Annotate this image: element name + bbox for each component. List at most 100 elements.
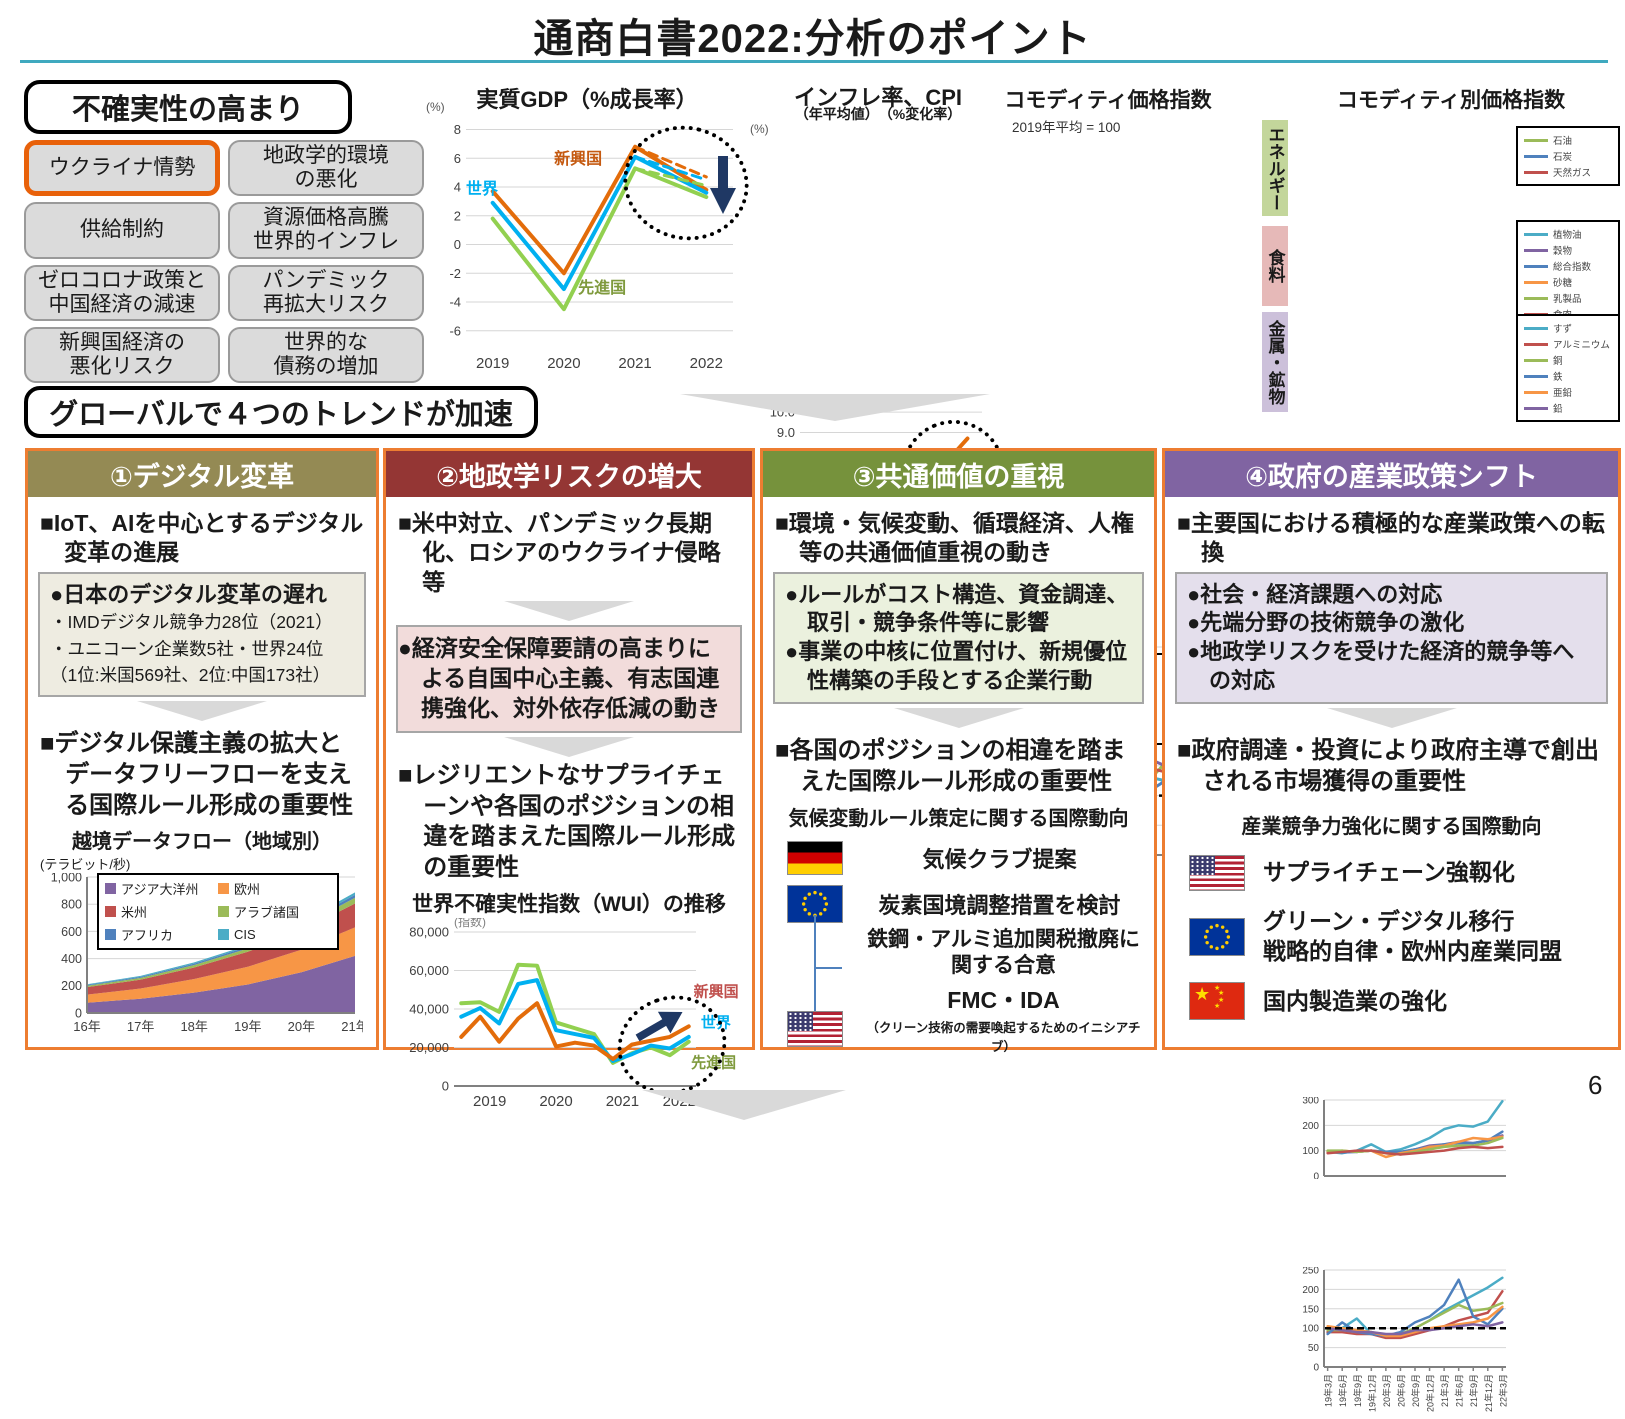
legend-label: 鉛 (1553, 404, 1563, 415)
svg-text:80,000: 80,000 (409, 924, 449, 939)
svg-text:2020: 2020 (547, 355, 580, 372)
legend-swatch (218, 929, 229, 941)
col3-item3-note: （クリーン技術の需要喚起するためのイニシアチブ） (866, 1021, 1141, 1055)
legend-label: アフリカ (121, 928, 174, 944)
gdp-chart-unit: (%) (426, 100, 445, 114)
uncertainty-item: 供給制約 (24, 202, 220, 259)
gdp-chart-title: 実質GDP（%成長率） (476, 87, 698, 112)
dataflow-legend: アジア大洋州 欧州 米州 アラブ諸国 アフリカ CIS (97, 873, 339, 951)
china-flag-icon: ★ ★ ★ ★ ★ (1189, 982, 1245, 1021)
column4-header: ④政府の産業政策シフト (1165, 451, 1618, 497)
uncertainty-item-highlighted: ウクライナ情勢 (24, 140, 220, 197)
svg-text:19年6月: 19年6月 (1337, 1374, 1348, 1407)
col4-item2-text: グリーン・デジタル移行 戦略的自律・欧州内産業同盟 (1263, 907, 1562, 964)
legend-item: 砂糖 (1524, 275, 1612, 289)
svg-text:20年3月: 20年3月 (1381, 1374, 1392, 1407)
svg-text:800: 800 (61, 898, 82, 912)
down-chevron-icon (504, 601, 634, 622)
svg-text:17年: 17年 (127, 1019, 154, 1033)
col1-note-box: ●日本のデジタル変革の遅れ ・IMDデジタル競争力28位（2021） ・ユニコーン… (38, 571, 366, 698)
legend-label: すず (1553, 324, 1573, 335)
svg-text:2022: 2022 (690, 355, 723, 372)
uncertainty-list: ウクライナ情勢 地政学的環境 の悪化 供給制約 資源価格高騰 世界的インフレ ゼロコロナ… (24, 140, 424, 384)
col4-subtitle: 産業競争力強化に関する国際動向 (1241, 815, 1542, 838)
svg-text:40,000: 40,000 (409, 1001, 449, 1016)
svg-text:1,000: 1,000 (51, 873, 82, 884)
list-line: ●社会・経済課題への対応 (1187, 581, 1443, 607)
svg-text:21年9月: 21年9月 (1468, 1374, 1479, 1407)
col4-item1-text: サプライチェーン強靱化 (1263, 858, 1515, 885)
list-line: ・IMDデジタル競争力28位（2021） (50, 612, 333, 633)
svg-text:0: 0 (454, 237, 461, 252)
trend-arrow-up-icon (635, 1011, 683, 1042)
metal-legend: すず アルミニウム銅鉄亜鉛鉛 (1516, 314, 1620, 422)
note-box-lines: ●社会・経済課題への対応 ●先端分野の技術競争の激化 ●地政学リスクを受けた経済的競… (1187, 581, 1596, 695)
legend-swatch (218, 883, 229, 895)
note-box-lines: ●ルールがコスト構造、資金調達、取引・競争条件等に影響 ●事業の中核に位置付け、新… (785, 581, 1132, 695)
svg-text:16年: 16年 (73, 1019, 100, 1033)
legend-swatch (105, 883, 116, 895)
svg-text:21年: 21年 (341, 1019, 363, 1033)
legend-item: 石炭 (1524, 149, 1612, 163)
page-title: 通商白書2022:分析のポイント (533, 17, 1092, 61)
col3-item3-text2: FMC・IDA (947, 987, 1060, 1014)
legend-item: 植物油 (1524, 227, 1612, 241)
col4-note-box: ●社会・経済課題への対応 ●先端分野の技術競争の激化 ●地政学リスクを受けた経済的競… (1175, 571, 1608, 705)
list-line: （1位:米国569社、2位:中国173社） (50, 664, 331, 685)
legend-swatch (1524, 390, 1548, 394)
legend-item: 乳製品 (1524, 291, 1612, 305)
svg-text:(指数): (指数) (454, 918, 486, 929)
svg-text:20年12月: 20年12月 (1425, 1374, 1436, 1412)
legend-swatch (105, 929, 116, 941)
legend-label: 植物油 (1553, 230, 1582, 241)
svg-text:200: 200 (61, 980, 82, 994)
svg-text:先進国: 先進国 (578, 278, 626, 297)
column1-header: ①デジタル変革 (28, 451, 376, 497)
svg-text:21年6月: 21年6月 (1454, 1374, 1465, 1407)
svg-text:9.0: 9.0 (777, 425, 795, 440)
legend-swatch (1524, 296, 1548, 300)
column2-header: ②地政学リスクの増大 (386, 451, 752, 497)
list-line: ・ユニコーン企業数5社・世界24位 (50, 638, 324, 659)
svg-text:0: 0 (75, 1007, 82, 1021)
legend-item: 鉄 (1524, 369, 1612, 383)
svg-text:新興国: 新興国 (694, 983, 739, 1001)
col3-note-box: ●ルールがコスト構造、資金調達、取引・競争条件等に影響 ●事業の中核に位置付け、新… (773, 571, 1144, 705)
down-chevron-icon (1326, 708, 1457, 729)
svg-text:300: 300 (1302, 1097, 1319, 1107)
uncertainty-item: 地政学的環境 の悪化 (228, 140, 424, 197)
svg-text:8: 8 (454, 122, 461, 137)
energy-legend: 石油 石炭 天然ガス (1516, 126, 1620, 186)
dataflow-chart: 1,000 800 600 400 200 0 16年 17年 18年 19年 20年 21年 アジア… (41, 873, 363, 1033)
legend-label: 石炭 (1553, 152, 1573, 163)
svg-text:19年3月: 19年3月 (1323, 1374, 1334, 1407)
legend-label: CIS (234, 927, 256, 943)
svg-text:100: 100 (1302, 1324, 1319, 1335)
legend-swatch (218, 906, 229, 918)
page-number: 6 (1588, 1070, 1603, 1100)
col4-point1: ■主要国における積極的な産業政策への転換 (1177, 510, 1605, 566)
food-chart: 300 200 100 0 (1290, 1097, 1510, 1179)
legend-item: 天然ガス (1524, 165, 1612, 179)
svg-text:2019: 2019 (473, 1093, 506, 1108)
us-flag-icon (787, 1011, 843, 1048)
flow-arrow-down (680, 394, 990, 421)
trends-heading: グローバルで４つのトレンドが加速 (24, 386, 538, 438)
eu-flag-icon (1189, 917, 1245, 956)
legend-item: 米州 (105, 902, 218, 921)
legend-label: 総合指数 (1553, 262, 1592, 273)
dataflow-chart-unit: (テラビット/秒) (40, 857, 131, 873)
note-box-title: ●日本のデジタル変革の遅れ (50, 581, 327, 607)
legend-swatch (1524, 264, 1548, 268)
list-line: ●ルールがコスト構造、資金調達、取引・競争条件等に影響 (785, 581, 1129, 636)
svg-text:50: 50 (1308, 1343, 1320, 1354)
legend-swatch (1524, 406, 1548, 410)
strip-metal: 金属・鉱物 (1262, 312, 1288, 412)
legend-swatch (1524, 358, 1548, 362)
svg-text:-6: -6 (449, 323, 461, 338)
svg-text:200: 200 (1302, 1285, 1319, 1296)
legend-swatch (1524, 326, 1548, 330)
legend-label: 鉄 (1553, 372, 1563, 383)
uncertainty-item: 新興国経済の 悪化リスク (24, 326, 220, 384)
svg-text:400: 400 (61, 952, 82, 966)
